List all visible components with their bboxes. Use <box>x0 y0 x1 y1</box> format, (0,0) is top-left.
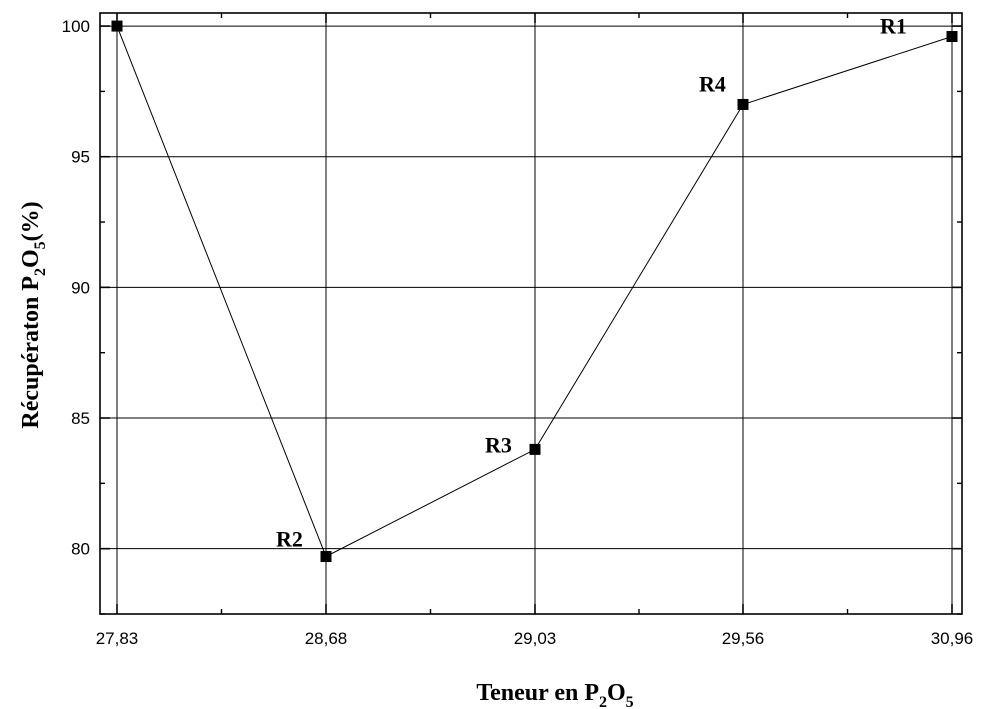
y-tick-labels: 80 85 90 95 100 <box>62 17 90 559</box>
x-tick-label: 27,83 <box>96 629 139 648</box>
point-label: R3 <box>485 432 512 457</box>
y-tick-label: 100 <box>62 17 90 36</box>
data-point-marker <box>946 31 958 43</box>
point-label: R1 <box>880 14 907 39</box>
x-tick-labels: 27,83 28,68 29,03 29,56 30,96 <box>96 629 974 648</box>
x-tick-label: 30,96 <box>931 629 974 648</box>
data-point-marker <box>320 551 332 563</box>
x-tick-label: 29,56 <box>722 629 765 648</box>
y-tick-label: 95 <box>71 148 90 167</box>
point-labels: R2 R3 R4 R1 <box>276 14 907 552</box>
y-tick-label: 90 <box>71 278 90 297</box>
x-axis-title: Teneur en P2O5 <box>476 680 633 709</box>
x-tick-label: 28,68 <box>305 629 348 648</box>
y-axis-title: Récupératon P2O5(%) <box>18 201 49 428</box>
axis-ticks <box>100 13 962 615</box>
point-label: R2 <box>276 527 303 552</box>
grid <box>100 13 962 614</box>
data-point-marker <box>737 98 749 110</box>
data-markers <box>111 20 958 563</box>
point-label: R4 <box>699 71 726 96</box>
data-point-marker <box>529 443 541 455</box>
data-point-marker <box>111 20 123 32</box>
y-tick-label: 80 <box>71 540 90 559</box>
plot-frame <box>99 12 963 615</box>
x-tick-label: 29,03 <box>514 629 557 648</box>
y-tick-label: 85 <box>71 409 90 428</box>
